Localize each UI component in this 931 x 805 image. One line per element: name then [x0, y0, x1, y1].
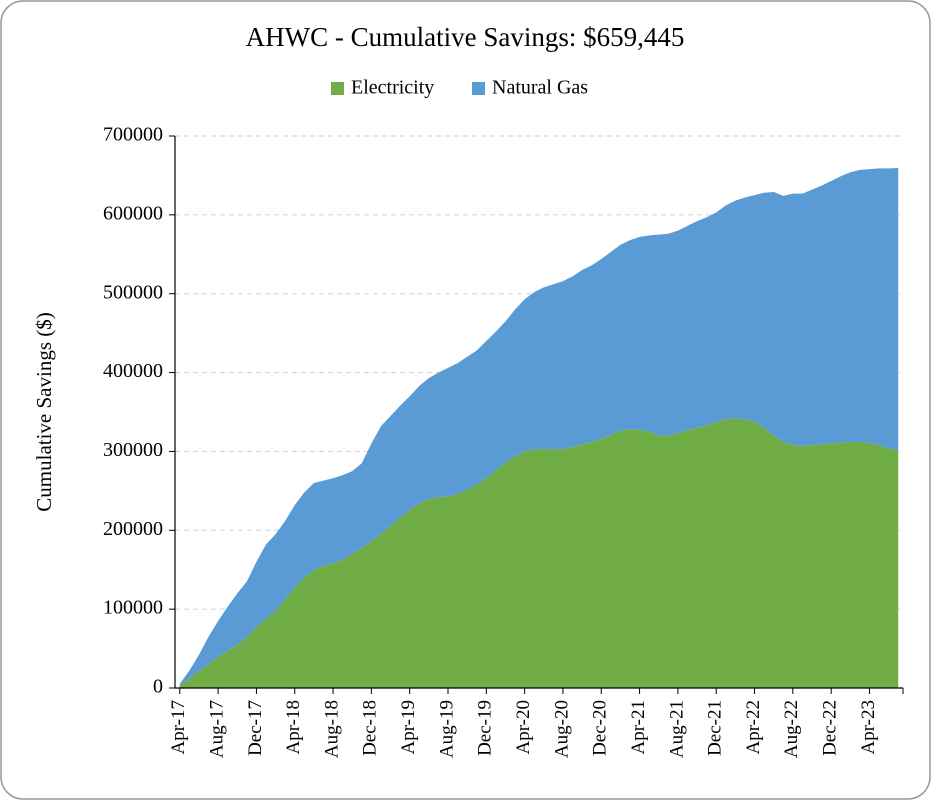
- x-tick-label: Dec-21: [705, 700, 726, 756]
- legend-label: Natural Gas: [492, 77, 588, 99]
- x-tick-label: Dec-19: [475, 700, 496, 756]
- y-axis-label: Cumulative Savings ($): [32, 312, 56, 511]
- y-tick-label: 0: [153, 676, 163, 698]
- y-tick-label: 100000: [103, 597, 163, 619]
- area: [179, 418, 899, 688]
- legend-label: Electricity: [351, 77, 434, 99]
- y-tick-label: 300000: [103, 439, 163, 461]
- x-tick-label: Apr-23: [858, 700, 879, 755]
- legend-swatch: [331, 82, 344, 95]
- x-tick-label: Apr-19: [398, 700, 419, 755]
- x-tick-label: Apr-17: [168, 700, 189, 755]
- x-tick-label: Dec-20: [590, 700, 611, 756]
- y-tick-label: 600000: [103, 202, 163, 224]
- y-tick-label: 700000: [103, 124, 163, 146]
- y-tick-label: 400000: [103, 360, 163, 382]
- y-tick-label: 200000: [103, 518, 163, 540]
- x-tick-label: Apr-18: [283, 700, 304, 755]
- area: [179, 167, 899, 686]
- x-tick-label: Dec-18: [360, 700, 381, 756]
- x-tick-label: Aug-17: [206, 700, 227, 758]
- chart-title: AHWC - Cumulative Savings: $659,445: [246, 22, 685, 52]
- y-tick-label: 500000: [103, 281, 163, 303]
- x-tick-label: Aug-19: [436, 700, 457, 758]
- x-tick-label: Apr-21: [628, 700, 649, 755]
- x-tick-label: Aug-22: [781, 700, 802, 758]
- legend-swatch: [472, 82, 485, 95]
- x-tick-label: Aug-20: [551, 700, 572, 758]
- x-tick-label: Aug-21: [666, 700, 687, 758]
- x-tick-label: Apr-22: [743, 700, 764, 755]
- x-tick-label: Aug-18: [321, 700, 342, 758]
- x-tick-label: Dec-22: [820, 700, 841, 756]
- x-tick-label: Dec-17: [245, 700, 266, 756]
- x-tick-label: Apr-20: [513, 700, 534, 755]
